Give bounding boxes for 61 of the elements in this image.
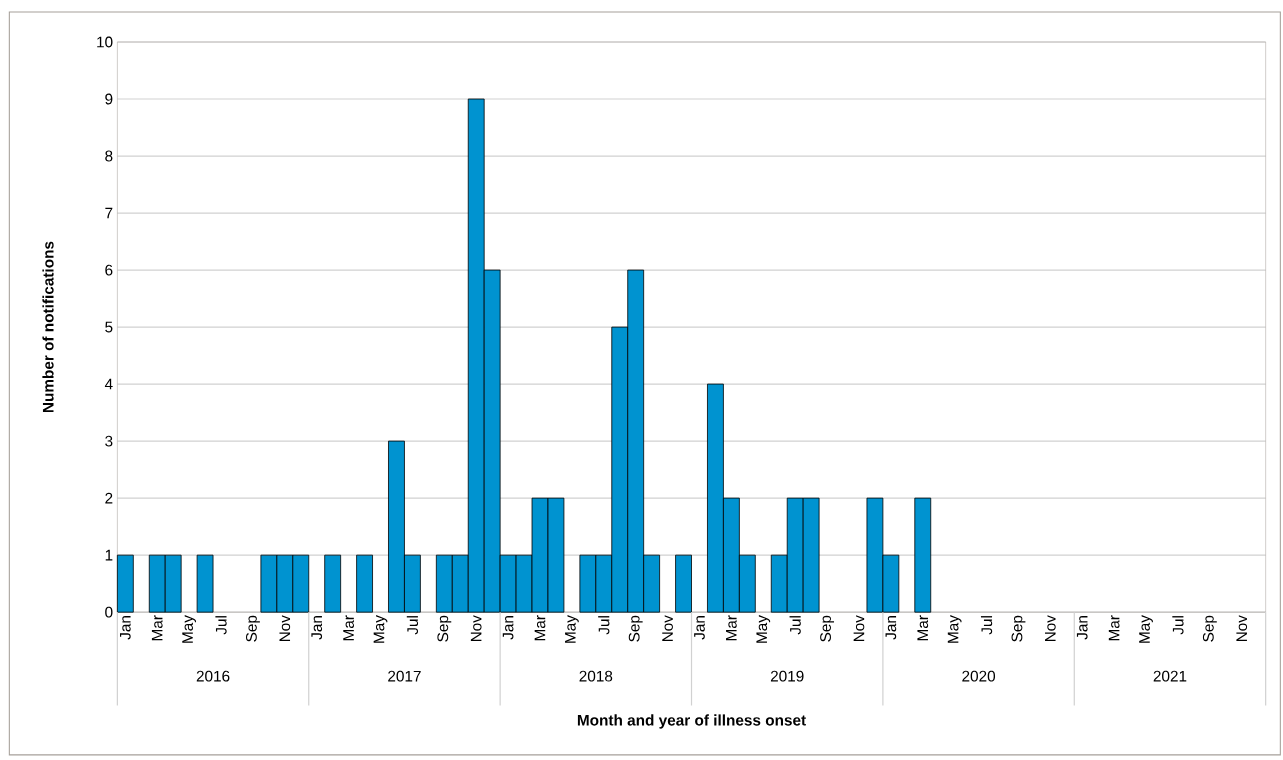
x-tick-label: Nov <box>853 615 865 642</box>
bar <box>356 554 373 613</box>
y-tick-label: 10 <box>97 36 113 48</box>
x-tick-label: May <box>182 615 196 643</box>
y-tick-label: 8 <box>105 150 113 162</box>
x-tick-label: May <box>756 615 771 643</box>
x-tick-label: May <box>565 615 579 643</box>
x-tick-label: May <box>947 615 962 643</box>
x-tick-label: Sep <box>437 615 452 642</box>
x-tick-label: Mar <box>534 615 546 641</box>
x-tick-label: Jan <box>502 615 514 640</box>
x-tick-label: Jan <box>120 615 131 640</box>
x-tick-label: Nov <box>470 615 482 642</box>
x-axis-title: Month and year of illness onset <box>577 714 806 729</box>
x-tick-label: Jul <box>215 616 227 635</box>
x-tick-label: Jan <box>885 615 897 640</box>
x-tick-label: Nov <box>662 615 673 642</box>
x-tick-label: Sep <box>820 615 835 642</box>
bar <box>675 554 692 613</box>
bar <box>116 554 134 613</box>
x-tick-label: Jul <box>598 616 610 635</box>
x-tick-label: Nov <box>1045 615 1056 642</box>
bar <box>324 554 342 613</box>
y-tick-label: 4 <box>104 378 113 390</box>
text: 2018 <box>579 670 613 682</box>
y-tick-label: 3 <box>105 435 113 447</box>
bar <box>196 554 214 613</box>
x-tick-label: Sep <box>1011 615 1026 642</box>
y-tick-label: 9 <box>105 93 113 105</box>
text: 2016 <box>196 670 230 682</box>
x-tick-label: Jan <box>1076 615 1088 640</box>
x-tick-label: Mar <box>151 615 163 641</box>
text: 2021 <box>1153 670 1187 682</box>
x-tick-label: Jan <box>694 615 705 640</box>
x-tick-label: Sep <box>1202 615 1217 642</box>
x-tick-label: Mar <box>917 615 929 641</box>
x-tick-label: May <box>1139 615 1153 643</box>
x-tick-label: Mar <box>1108 615 1120 641</box>
text: 2019 <box>770 670 804 682</box>
x-tick-label: Nov <box>279 615 291 642</box>
y-tick-label: 1 <box>105 549 113 561</box>
bar <box>914 497 932 613</box>
text: 2017 <box>388 670 421 682</box>
x-tick-label: Jul <box>980 616 993 635</box>
x-tick-label: Mar <box>343 615 354 641</box>
y-tick-label: 2 <box>105 492 113 504</box>
x-tick-label: Jul <box>406 616 419 635</box>
x-tick-label: Jul <box>1172 616 1184 635</box>
x-tick-label: Sep <box>245 615 260 642</box>
text: 2020 <box>962 670 996 682</box>
x-tick-label: Jan <box>311 615 323 640</box>
x-tick-label: May <box>373 615 388 643</box>
x-tick-label: Jul <box>789 616 801 635</box>
y-tick-label: 6 <box>105 264 113 276</box>
y-tick-label: 5 <box>105 321 113 333</box>
x-tick-label: Mar <box>726 615 737 641</box>
x-tick-label: Nov <box>1236 615 1248 642</box>
y-tick-label: 0 <box>105 606 113 618</box>
y-tick-label: 7 <box>105 207 113 219</box>
y-axis-title: Number of notifications <box>42 241 54 413</box>
x-tick-label: Sep <box>628 615 643 642</box>
